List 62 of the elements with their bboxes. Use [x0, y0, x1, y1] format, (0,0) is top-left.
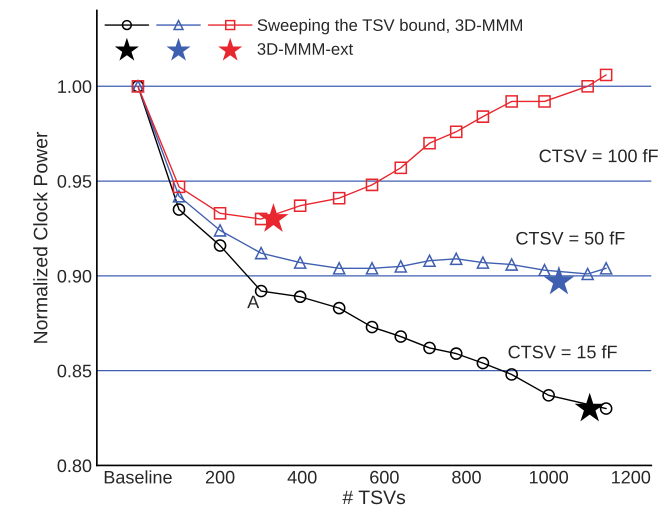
point: [332, 302, 346, 314]
point: [538, 264, 551, 277]
point: [476, 110, 490, 123]
point: [294, 199, 306, 212]
point: [476, 356, 490, 370]
point: [332, 192, 346, 204]
annotation: CTSV = 100 fF: [540, 149, 658, 162]
point: [538, 95, 551, 108]
x-tick-label: 1000: [530, 470, 568, 484]
point: [423, 342, 436, 354]
point: [505, 95, 518, 108]
point: [366, 262, 378, 275]
point: [294, 290, 306, 304]
y-tick-label: 1.00: [58, 80, 92, 94]
point: [366, 178, 378, 192]
point: [394, 260, 408, 273]
y-tick-label: 0.85: [58, 364, 92, 378]
point: [214, 224, 226, 237]
point: [505, 258, 518, 271]
point: [394, 162, 408, 174]
point: [214, 207, 226, 220]
y-tick-label: 0.80: [58, 459, 92, 472]
annotation: CTSV = 15 fF: [508, 345, 617, 358]
point: [476, 256, 490, 269]
point: [450, 252, 463, 266]
point: [214, 239, 226, 252]
y-axis-title: Normalized Clock Power: [33, 132, 48, 343]
x-tick-label: Baseline: [104, 470, 172, 484]
point: [423, 136, 436, 150]
y-tick-label: 0.90: [58, 270, 92, 283]
point: [172, 203, 186, 216]
point: [366, 320, 378, 334]
x-tick-label: 200: [206, 470, 234, 484]
point: [172, 180, 186, 194]
point: [254, 284, 268, 298]
point: [258, 203, 289, 232]
point: [294, 256, 306, 269]
point: [332, 262, 346, 275]
x-axis-title: # TSVs: [342, 490, 406, 504]
point: [254, 246, 268, 260]
point: [423, 254, 436, 268]
point: [172, 190, 186, 203]
x-tick-label: 600: [370, 470, 399, 484]
point: [450, 347, 463, 360]
point: [600, 402, 612, 415]
annotation: A: [247, 296, 260, 308]
annotation: CTSV = 50 fF: [516, 231, 625, 245]
point: [394, 330, 408, 343]
legend-label: Sweeping the TSV bound, 3D-MMM: [258, 18, 522, 34]
y-tick-label: 0.95: [58, 175, 92, 188]
point: [505, 368, 518, 381]
point: [542, 389, 555, 402]
point: [581, 80, 594, 93]
x-tick-label: 400: [288, 470, 317, 484]
point: [254, 212, 268, 226]
x-tick-label: 800: [452, 470, 481, 484]
point: [600, 262, 612, 275]
point: [600, 68, 612, 82]
x-tick-label: 1200: [612, 470, 650, 484]
point: [450, 125, 463, 138]
legend-label: 3D-MMM-ext: [257, 43, 354, 55]
point: [581, 268, 594, 280]
